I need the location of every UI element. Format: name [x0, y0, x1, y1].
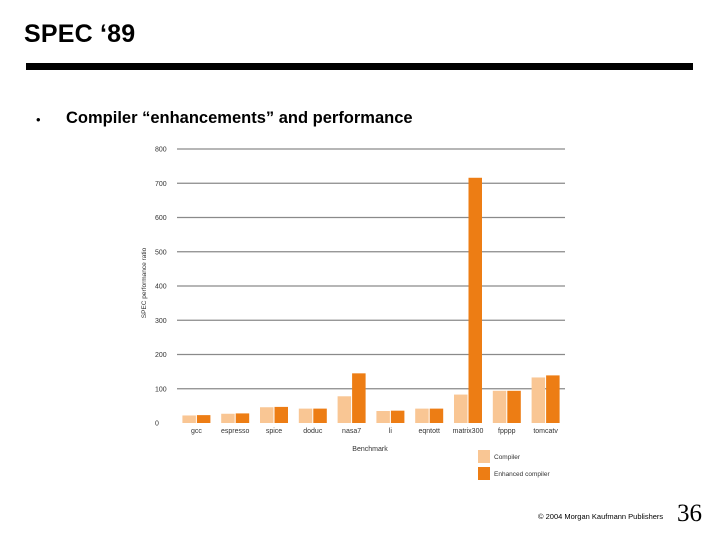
bar-spice-enhanced — [274, 406, 288, 423]
bar-li-compiler — [376, 411, 390, 423]
y-tick-label: 600 — [155, 215, 167, 222]
y-tick-label: 500 — [155, 249, 167, 256]
bar-chart: 0 100 200 300 400 500 600 700 800 gcc espresso spi… — [141, 147, 565, 480]
x-tick-label: matrix300 — [453, 428, 484, 435]
bar-tomcatv-enhanced — [546, 375, 560, 423]
chart-legend: Compiler Enhanced compiler — [478, 450, 550, 480]
copyright-text: © 2004 Morgan Kaufmann Publishers — [538, 512, 664, 521]
y-tick-label: 0 — [155, 421, 159, 428]
x-tick-label: spice — [266, 428, 282, 435]
bar-nasa7-compiler — [337, 396, 352, 423]
bar-espresso-compiler — [221, 413, 235, 423]
bar-matrix300-compiler — [454, 394, 468, 423]
x-tick-label: fpppp — [498, 428, 516, 435]
bar-fpppp-compiler — [492, 390, 507, 423]
bar-gcc-enhanced — [196, 415, 211, 423]
bar-matrix300-enhanced — [468, 177, 482, 423]
bar-nasa7-enhanced — [352, 373, 366, 423]
legend-label-enhanced-compiler: Enhanced compiler — [494, 471, 550, 478]
chart-bars — [182, 177, 560, 423]
bar-eqntott-enhanced — [429, 408, 444, 423]
bar-tomcatv-compiler — [531, 377, 546, 423]
x-tick-label: doduc — [303, 428, 323, 435]
x-tick-label: espresso — [221, 428, 250, 435]
bar-espresso-enhanced — [235, 413, 250, 423]
x-tick-label: gcc — [191, 428, 202, 435]
x-tick-label: tomcatv — [533, 428, 558, 435]
bar-doduc-compiler — [298, 408, 313, 423]
chart-gridlines — [177, 148, 565, 390]
x-tick-label: nasa7 — [342, 428, 361, 435]
legend-swatch-enhanced-compiler — [478, 467, 490, 480]
bar-fpppp-enhanced — [507, 390, 521, 423]
x-axis-ticks: gcc espresso spice doduc nasa7 li eqntott matri… — [191, 428, 558, 435]
slide-title: SPEC ‘89 — [24, 20, 136, 48]
y-axis-ticks: 0 100 200 300 400 500 600 700 800 — [155, 147, 167, 428]
title-divider — [26, 63, 693, 70]
x-tick-label: eqntott — [418, 428, 439, 435]
bullet-marker: • — [36, 112, 41, 127]
x-tick-label: li — [389, 428, 393, 435]
y-tick-label: 400 — [155, 284, 167, 291]
y-tick-label: 300 — [155, 318, 167, 325]
legend-label-compiler: Compiler — [494, 454, 521, 461]
y-axis-label: SPEC performance ratio — [141, 247, 148, 318]
y-tick-label: 100 — [155, 386, 167, 393]
page-number: 36 — [677, 500, 702, 527]
bar-gcc-compiler — [182, 415, 196, 423]
bar-spice-compiler — [260, 407, 274, 423]
legend-swatch-compiler — [478, 450, 490, 463]
x-axis-label: Benchmark — [352, 446, 388, 453]
bar-eqntott-compiler — [415, 408, 429, 423]
y-tick-label: 800 — [155, 147, 167, 154]
y-tick-label: 700 — [155, 181, 167, 188]
y-tick-label: 200 — [155, 352, 167, 359]
bar-li-enhanced — [390, 410, 405, 423]
bullet-text: Compiler “enhancements” and performance — [66, 109, 413, 127]
bar-doduc-enhanced — [313, 408, 327, 423]
